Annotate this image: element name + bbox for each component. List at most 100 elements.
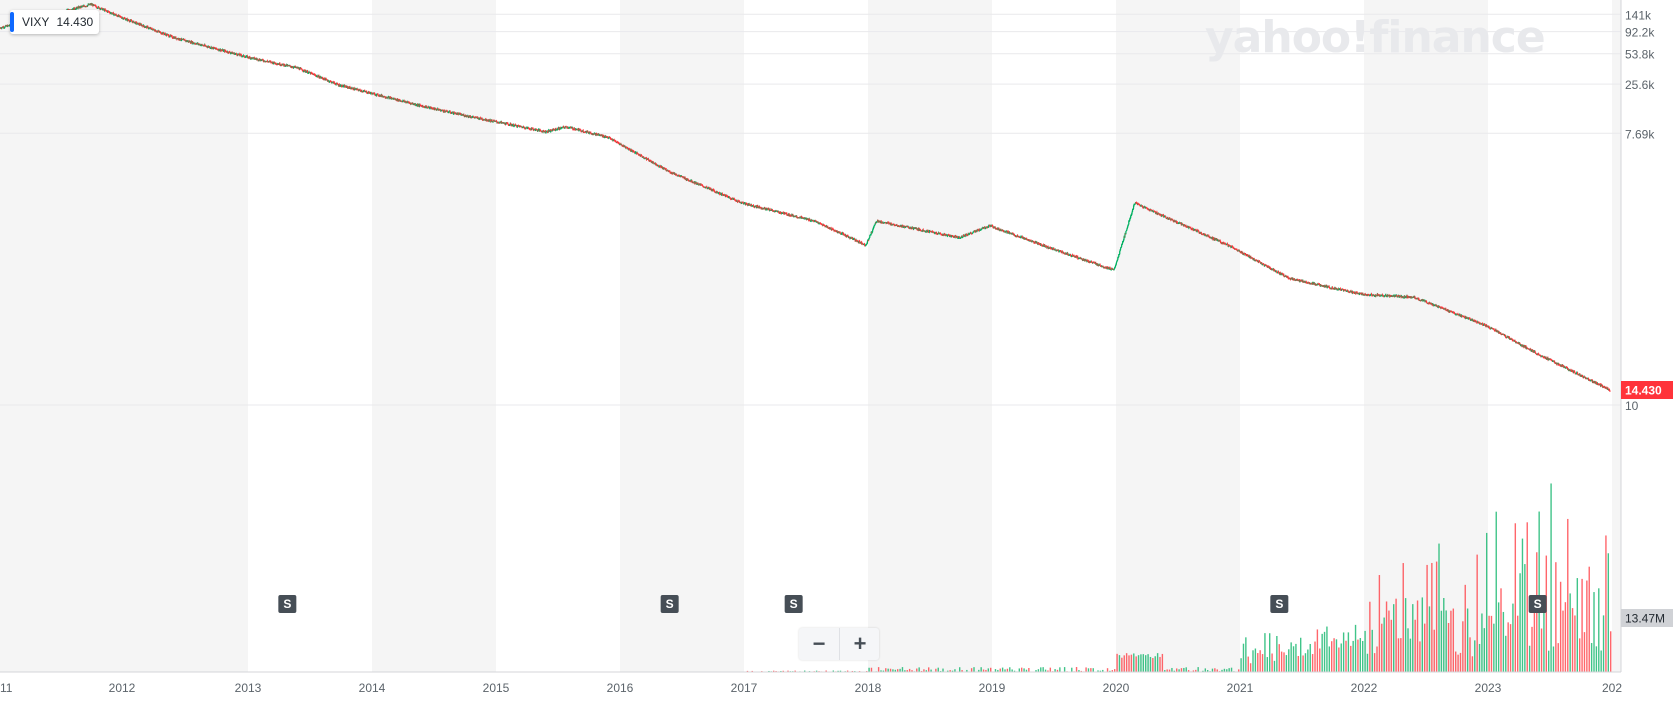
price-candle	[874, 223, 876, 226]
volume-bar	[746, 670, 749, 672]
price-candle	[448, 112, 450, 114]
price-candle	[884, 222, 887, 224]
price-candle	[996, 228, 998, 230]
price-candle	[295, 66, 297, 68]
volume-bar	[1280, 651, 1283, 672]
price-candle	[818, 223, 820, 225]
price-candle	[1026, 238, 1028, 240]
price-candle	[687, 179, 689, 181]
volume-bar	[1154, 656, 1156, 672]
price-candle	[572, 127, 574, 130]
price-candle	[658, 166, 661, 168]
price-candle	[140, 24, 143, 26]
price-candle	[487, 120, 489, 122]
price-candle	[939, 232, 941, 234]
volume-bar	[1273, 660, 1276, 672]
price-candle	[636, 152, 639, 154]
volume-bar	[1600, 650, 1602, 672]
volume-bar	[1259, 650, 1261, 672]
price-candle	[203, 45, 205, 47]
volume-bar	[1054, 669, 1056, 672]
volume-bar	[1180, 668, 1183, 672]
price-candle	[128, 20, 130, 22]
price-candle	[317, 76, 319, 78]
price-candle	[729, 196, 731, 199]
volume-bar	[1412, 604, 1414, 672]
price-candle	[116, 15, 118, 17]
price-candle	[757, 205, 759, 207]
price-candle	[622, 145, 624, 147]
volume-bar	[980, 667, 982, 672]
volume-bar	[990, 667, 992, 672]
price-candle	[1049, 247, 1052, 249]
volume-bar	[894, 669, 897, 672]
price-candle	[880, 221, 882, 223]
price-candle	[869, 235, 871, 238]
price-candle	[396, 100, 398, 102]
price-candle	[854, 239, 856, 241]
price-candle	[239, 55, 241, 57]
volume-bar	[1023, 668, 1025, 672]
volume-bar	[1166, 669, 1168, 672]
price-candle	[247, 56, 249, 58]
price-candle	[147, 26, 149, 29]
price-candle	[427, 107, 429, 109]
volume-bar	[877, 667, 880, 672]
price-candle	[574, 128, 576, 130]
price-candle	[424, 105, 426, 108]
price-candle	[961, 236, 963, 238]
price-candle	[704, 186, 706, 188]
price-candle	[966, 234, 968, 236]
price-candle	[77, 7, 79, 9]
price-candle	[698, 184, 700, 186]
price-candle	[324, 77, 326, 80]
price-candle	[641, 156, 643, 158]
volume-bar	[1490, 615, 1493, 672]
price-candle	[442, 111, 445, 113]
price-candle	[605, 135, 607, 137]
volume-bar	[1168, 669, 1171, 672]
price-candle	[864, 245, 867, 247]
price-candle	[204, 44, 206, 46]
price-candle	[1016, 236, 1018, 238]
price-candle	[259, 60, 261, 62]
price-candle	[539, 129, 541, 131]
price-candle	[308, 71, 311, 73]
price-candle	[842, 233, 845, 235]
volume-bar	[1011, 669, 1013, 672]
price-candle	[754, 206, 756, 208]
price-candle	[262, 59, 264, 61]
price-candle	[807, 218, 809, 221]
price-candle	[634, 152, 636, 154]
price-candle	[1013, 233, 1015, 236]
price-candle	[611, 138, 613, 140]
price-candle	[328, 80, 330, 82]
year-band	[0, 0, 122, 672]
price-candle	[262, 59, 264, 61]
price-candle	[863, 243, 866, 246]
price-candle	[710, 188, 712, 191]
price-candle	[743, 203, 745, 205]
price-candle	[946, 235, 949, 237]
price-candle	[1002, 229, 1004, 232]
price-candle	[181, 38, 183, 40]
price-candle	[792, 214, 794, 216]
price-candle	[617, 142, 619, 144]
price-candle	[849, 238, 851, 240]
price-candle	[873, 225, 876, 227]
price-candle	[719, 194, 721, 196]
volume-bar	[1576, 578, 1579, 672]
volume-bar	[1047, 670, 1049, 672]
price-candle	[133, 21, 135, 24]
price-candle	[976, 230, 978, 232]
price-candle	[189, 41, 191, 43]
price-candle	[1018, 236, 1021, 238]
year-band	[1116, 0, 1240, 672]
volume-bar	[1149, 656, 1152, 672]
price-candle	[261, 59, 263, 61]
price-candle	[858, 240, 860, 242]
volume-bar	[1583, 632, 1586, 672]
price-candle	[866, 240, 869, 244]
price-candle	[507, 123, 509, 125]
